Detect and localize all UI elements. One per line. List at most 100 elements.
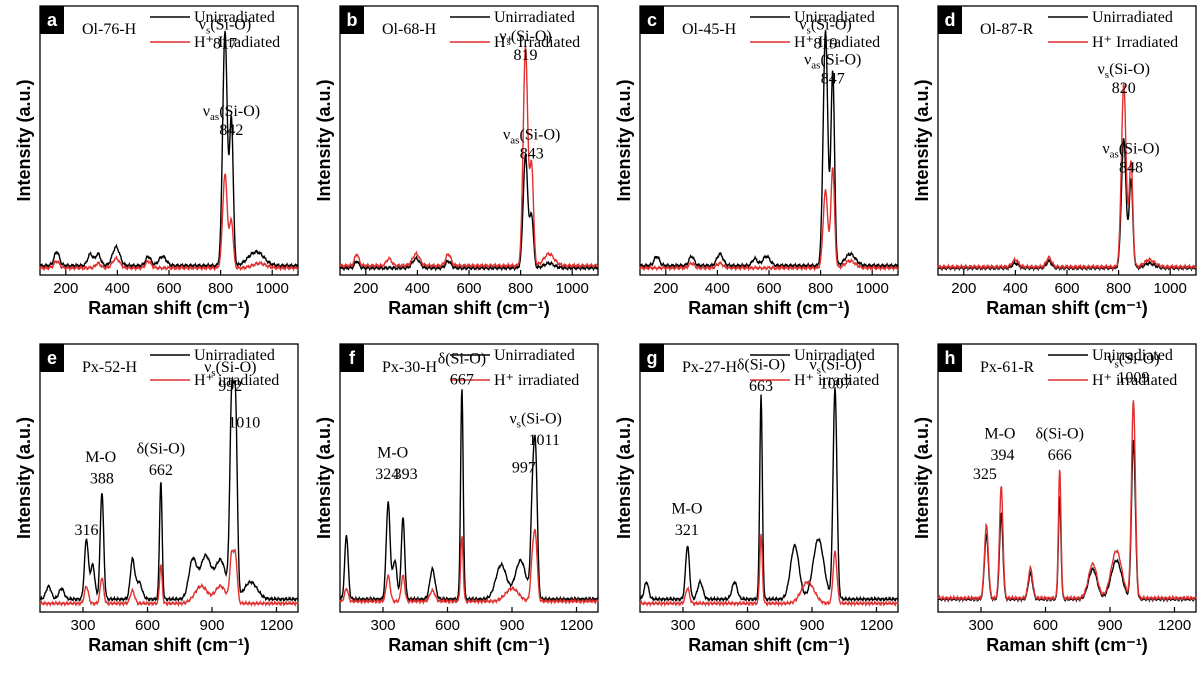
- peak-annotation-mode: νs(Si-O): [204, 359, 256, 379]
- x-tick-label: 400: [405, 280, 430, 297]
- x-tick-label: 200: [951, 280, 976, 297]
- mode-name: (Si-O): [219, 103, 260, 120]
- x-tick-label: 400: [1003, 280, 1028, 297]
- mode-symbol: ν: [809, 357, 816, 374]
- legend: Unirradiated H⁺ Irradiated: [150, 9, 280, 51]
- peak-annotation: M-O: [671, 500, 702, 517]
- peak-annotation-mode: νs(Si-O): [799, 16, 851, 36]
- legend-entry: H⁺ Irradiated: [194, 34, 280, 51]
- x-tick-label: 1000: [256, 280, 289, 297]
- legend: Unirradiated H⁺ Irradiated: [750, 9, 880, 51]
- mode-symbol: ν: [509, 410, 516, 427]
- panel-c: 200 400 600 800 1000 Raman shift (cm⁻¹) Intens…: [614, 5, 899, 318]
- peak-annotation-value: 842: [219, 122, 243, 139]
- panel-letter-box: [938, 6, 962, 34]
- legend-entry: Unirradiated: [794, 9, 875, 26]
- peak-annotation-mode: νs(Si-O): [199, 16, 251, 36]
- panel-letter: f: [340, 344, 364, 372]
- mode-name: (Si-O): [519, 126, 560, 143]
- x-tick-label: 1200: [260, 617, 293, 634]
- x-tick-label: 300: [70, 617, 95, 634]
- x-tick-label: 400: [705, 280, 730, 297]
- x-tick-label: 900: [499, 617, 524, 634]
- mode-subscript: s: [517, 418, 521, 430]
- mode-subscript: as: [1110, 148, 1119, 160]
- x-axis-title: Raman shift (cm⁻¹): [688, 635, 850, 655]
- panel-letter-box: [40, 6, 64, 34]
- legend-entry: Unirradiated: [494, 9, 575, 26]
- x-axis-title: Raman shift (cm⁻¹): [688, 298, 850, 318]
- mode-symbol: ν: [1102, 140, 1109, 157]
- panel-letter: d: [938, 6, 962, 34]
- sample-label: Px-61-R: [980, 359, 1035, 376]
- x-tick-label: 1200: [860, 617, 893, 634]
- peak-annotation: δ(Si-O): [737, 357, 785, 374]
- sample-label: Ol-87-R: [980, 21, 1034, 38]
- panel-f: 300 600 900 1200 Raman shift (cm⁻¹) Intensity…: [314, 343, 599, 655]
- peak-annotation-mode: νs(Si-O): [1098, 61, 1150, 81]
- panel-letter-box: [340, 344, 364, 372]
- series-line-unirradiated: [339, 389, 599, 603]
- mode-symbol: ν: [199, 16, 206, 33]
- peak-annotation: 325: [973, 466, 997, 483]
- panel-h: 300 600 900 1200 Raman shift (cm⁻¹) Intensity…: [912, 343, 1197, 655]
- series-line-irradiated: [39, 173, 299, 272]
- legend-entry: H⁺ Irradiated: [1092, 34, 1178, 51]
- peak-annotation: 1010: [228, 415, 260, 432]
- legend: Unirradiated H⁺ irradiated: [450, 347, 579, 389]
- panel-a: 200 400 600 800 1000 Raman shift (cm⁻¹) Intens…: [14, 5, 299, 318]
- peak-annotation-value: 848: [1119, 159, 1143, 176]
- series-line-unirradiated: [639, 387, 899, 603]
- x-tick-label: 900: [1097, 617, 1122, 634]
- legend-entry: H⁺ Irradiated: [794, 34, 880, 51]
- x-tick-label: 1000: [856, 280, 889, 297]
- peak-annotation-value: 820: [1112, 80, 1136, 97]
- peak-annotation-mode: νas(Si-O): [1102, 140, 1159, 160]
- legend: Unirradiated H⁺ Irradiated: [450, 9, 580, 51]
- peak-annotation-value: 992: [218, 378, 242, 395]
- mode-subscript: s: [507, 36, 511, 48]
- mode-subscript: s: [817, 365, 821, 377]
- x-tick-label: 900: [199, 617, 224, 634]
- panel-b: 200 400 600 800 1000 Raman shift (cm⁻¹) Intens…: [314, 5, 599, 318]
- panel-letter-box: [40, 344, 64, 372]
- peak-annotation: M-O: [85, 449, 116, 466]
- sample-label: Ol-76-H: [82, 21, 137, 38]
- panel-letter: g: [640, 344, 664, 372]
- series-line-unirradiated: [39, 30, 299, 270]
- peak-annotation-value: 1007: [820, 376, 852, 393]
- panel-letter-text: e: [47, 348, 57, 368]
- peak-annotation: 997: [512, 460, 536, 477]
- mode-name: (Si-O): [511, 28, 552, 45]
- panel-letter-box: [938, 344, 962, 372]
- panel-letter-box: [640, 6, 664, 34]
- series-line-irradiated: [339, 528, 599, 605]
- mode-name: (Si-O): [1119, 140, 1160, 157]
- series-line-irradiated: [639, 533, 899, 608]
- panel-letter-box: [640, 344, 664, 372]
- x-tick-label: 1000: [556, 280, 589, 297]
- mode-subscript: as: [510, 134, 519, 146]
- x-tick-label: 800: [508, 280, 533, 297]
- mode-subscript: s: [1114, 358, 1118, 370]
- peak-annotation-value: 1009: [1117, 369, 1149, 386]
- sample-label: Ol-68-H: [382, 21, 437, 38]
- y-axis-title: Intensity (a.u.): [614, 417, 634, 539]
- x-tick-label: 600: [435, 617, 460, 634]
- peak-annotation: 324: [375, 466, 399, 483]
- sample-label: Px-52-H: [82, 359, 138, 376]
- peak-annotation: 666: [1048, 447, 1072, 464]
- x-axis-title: Raman shift (cm⁻¹): [88, 298, 250, 318]
- mode-name: (Si-O): [820, 51, 861, 68]
- panel-letter-text: b: [347, 10, 358, 30]
- peak-annotation-value: 819: [514, 47, 538, 64]
- mode-subscript: as: [811, 59, 820, 71]
- x-tick-label: 600: [156, 280, 181, 297]
- panel-letter: a: [40, 6, 64, 34]
- legend-entry: H⁺ irradiated: [494, 372, 579, 389]
- panel-letter-text: g: [647, 348, 658, 368]
- plot-frame: [937, 343, 1197, 613]
- y-axis-title: Intensity (a.u.): [14, 417, 34, 539]
- legend-entry: H⁺ Irradiated: [494, 34, 580, 51]
- panel-letter: h: [938, 344, 962, 372]
